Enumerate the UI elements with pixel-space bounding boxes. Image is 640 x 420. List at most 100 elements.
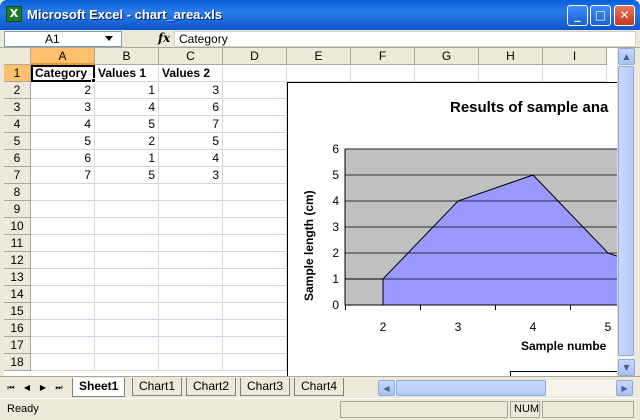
cell-d1[interactable]	[223, 65, 287, 82]
cell-c3[interactable]: 6	[159, 99, 223, 116]
horizontal-scroll-thumb[interactable]	[396, 380, 546, 396]
column-header-b[interactable]: B	[95, 48, 159, 65]
cell-b3[interactable]: 4	[95, 99, 159, 116]
cell-c9[interactable]	[159, 201, 223, 218]
cell-f1[interactable]	[351, 65, 415, 82]
tab-sheet1[interactable]: Sheet1	[72, 378, 126, 397]
last-sheet-icon[interactable]: ⏭	[55, 383, 63, 392]
scroll-up-button[interactable]: ▲	[618, 48, 635, 65]
cell-c1[interactable]: Values 2	[159, 65, 223, 82]
cell-i1[interactable]	[543, 65, 607, 82]
cell-d8[interactable]	[223, 184, 287, 201]
row-header-6[interactable]: 6	[4, 150, 31, 167]
embedded-chart[interactable]: Results of sample ana Sample length (cm)…	[287, 82, 627, 382]
row-header-1[interactable]: 1	[4, 65, 31, 82]
vertical-scrollbar[interactable]: ▲ ▼	[617, 48, 635, 376]
row-header-8[interactable]: 8	[4, 184, 31, 201]
cell-c4[interactable]: 7	[159, 116, 223, 133]
cell-e1[interactable]	[287, 65, 351, 82]
column-header-h[interactable]: H	[479, 48, 543, 65]
cell-b1[interactable]: Values 1	[95, 65, 159, 82]
cell-a16[interactable]	[31, 320, 95, 337]
tab-chart2[interactable]: Chart2	[186, 378, 237, 396]
row-header-17[interactable]: 17	[4, 337, 31, 354]
cell-d7[interactable]	[223, 167, 287, 184]
cell-c5[interactable]: 5	[159, 133, 223, 150]
cell-a2[interactable]: 2	[31, 82, 95, 99]
cell-a12[interactable]	[31, 252, 95, 269]
cell-a9[interactable]	[31, 201, 95, 218]
cell-a8[interactable]	[31, 184, 95, 201]
cell-a15[interactable]	[31, 303, 95, 320]
cell-a17[interactable]	[31, 337, 95, 354]
column-header-g[interactable]: G	[415, 48, 479, 65]
cell-d2[interactable]	[223, 82, 287, 99]
cell-d10[interactable]	[223, 218, 287, 235]
cell-h1[interactable]	[479, 65, 543, 82]
cell-b14[interactable]	[95, 286, 159, 303]
formula-input[interactable]: Category	[174, 31, 636, 47]
row-header-18[interactable]: 18	[4, 354, 31, 371]
cell-d13[interactable]	[223, 269, 287, 286]
fx-icon[interactable]: fx	[158, 31, 171, 45]
cell-d9[interactable]	[223, 201, 287, 218]
cell-c6[interactable]: 4	[159, 150, 223, 167]
cell-a1[interactable]: Category	[31, 65, 95, 82]
row-header-4[interactable]: 4	[4, 116, 31, 133]
cell-a7[interactable]: 7	[31, 167, 95, 184]
tab-chart4[interactable]: Chart4	[294, 378, 345, 396]
cell-d15[interactable]	[223, 303, 287, 320]
tab-chart1[interactable]: Chart1	[132, 378, 183, 396]
cell-c11[interactable]	[159, 235, 223, 252]
scroll-down-button[interactable]: ▼	[618, 359, 635, 376]
column-header-e[interactable]: E	[287, 48, 351, 65]
cell-d17[interactable]	[223, 337, 287, 354]
cell-c8[interactable]	[159, 184, 223, 201]
cell-b11[interactable]	[95, 235, 159, 252]
cell-b16[interactable]	[95, 320, 159, 337]
row-header-12[interactable]: 12	[4, 252, 31, 269]
cell-b17[interactable]	[95, 337, 159, 354]
cell-b18[interactable]	[95, 354, 159, 371]
cell-a5[interactable]: 5	[31, 133, 95, 150]
cell-b9[interactable]	[95, 201, 159, 218]
cell-d5[interactable]	[223, 133, 287, 150]
chevron-down-icon[interactable]	[105, 36, 113, 41]
cell-c10[interactable]	[159, 218, 223, 235]
tab-chart3[interactable]: Chart3	[240, 378, 291, 396]
cell-d3[interactable]	[223, 99, 287, 116]
column-header-f[interactable]: F	[351, 48, 415, 65]
cell-a6[interactable]: 6	[31, 150, 95, 167]
cell-d16[interactable]	[223, 320, 287, 337]
column-header-d[interactable]: D	[223, 48, 287, 65]
cell-b5[interactable]: 2	[95, 133, 159, 150]
cell-d4[interactable]	[223, 116, 287, 133]
row-header-10[interactable]: 10	[4, 218, 31, 235]
cell-b2[interactable]: 1	[95, 82, 159, 99]
row-header-16[interactable]: 16	[4, 320, 31, 337]
cell-c7[interactable]: 3	[159, 167, 223, 184]
horizontal-scrollbar[interactable]: ◀ ▶	[378, 380, 633, 396]
cell-a4[interactable]: 4	[31, 116, 95, 133]
cell-d18[interactable]	[223, 354, 287, 371]
name-box[interactable]: A1	[4, 31, 122, 47]
column-header-a[interactable]: A	[31, 48, 95, 65]
cell-b12[interactable]	[95, 252, 159, 269]
cell-a18[interactable]	[31, 354, 95, 371]
column-header-i[interactable]: I	[543, 48, 607, 65]
minimize-button[interactable]: _	[567, 5, 588, 26]
cell-a14[interactable]	[31, 286, 95, 303]
row-header-2[interactable]: 2	[4, 82, 31, 99]
close-button[interactable]: ✕	[614, 5, 635, 26]
row-header-13[interactable]: 13	[4, 269, 31, 286]
cell-g1[interactable]	[415, 65, 479, 82]
maximize-button[interactable]: □	[590, 5, 611, 26]
row-header-11[interactable]: 11	[4, 235, 31, 252]
cell-a13[interactable]	[31, 269, 95, 286]
cell-b7[interactable]: 5	[95, 167, 159, 184]
vertical-scroll-thumb[interactable]	[618, 66, 634, 356]
row-header-5[interactable]: 5	[4, 133, 31, 150]
cell-b4[interactable]: 5	[95, 116, 159, 133]
cell-d14[interactable]	[223, 286, 287, 303]
first-sheet-icon[interactable]: ⏮	[7, 383, 15, 392]
